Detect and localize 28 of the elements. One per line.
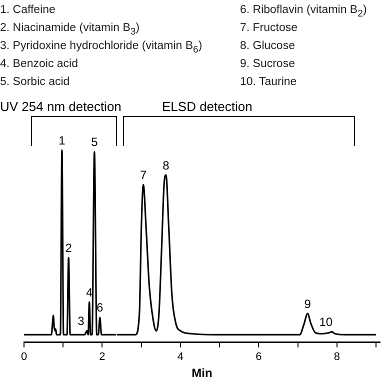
text: 5. Sorbic acid xyxy=(0,76,71,90)
annotation: 5 xyxy=(91,135,98,150)
text: UV 254 nm detection xyxy=(0,99,122,114)
text: 2. Niacinamide (vitamin B$_{3}$) xyxy=(0,22,141,40)
text: 6. Riboflavin (vitamin B$_{2}$) xyxy=(240,4,367,22)
text: 3. Pyridoxine hydrochloride (vitamin B$_{6}$) xyxy=(0,40,202,58)
annotation: 1 xyxy=(58,133,66,148)
text: 7. Fructose xyxy=(240,22,299,36)
annotation: 2 xyxy=(65,241,72,256)
annotation: 4 xyxy=(86,285,93,300)
annotation: 10 xyxy=(319,315,333,330)
annotation: 8 xyxy=(162,158,170,172)
x-tick-label: 6 xyxy=(256,351,262,364)
text: 1. Caffeine xyxy=(0,4,56,18)
x-tick-label: 2 xyxy=(99,351,106,364)
text: 9. Sucrose xyxy=(240,58,296,72)
text: 4. Benzoic acid xyxy=(0,58,79,72)
x-tick-label: 8 xyxy=(334,351,340,364)
annotation: 9 xyxy=(304,296,312,311)
annotation: 6 xyxy=(96,300,104,315)
text: 10. Taurine xyxy=(240,76,298,90)
x-tick-label: 4 xyxy=(177,351,184,364)
text: 8. Glucose xyxy=(240,40,296,54)
annotation: 3 xyxy=(78,314,85,328)
annotation: 7 xyxy=(140,168,147,182)
x-axis-title: Min xyxy=(192,366,212,380)
text: ELSD detection xyxy=(162,99,252,114)
x-tick-label: 0 xyxy=(20,351,28,364)
